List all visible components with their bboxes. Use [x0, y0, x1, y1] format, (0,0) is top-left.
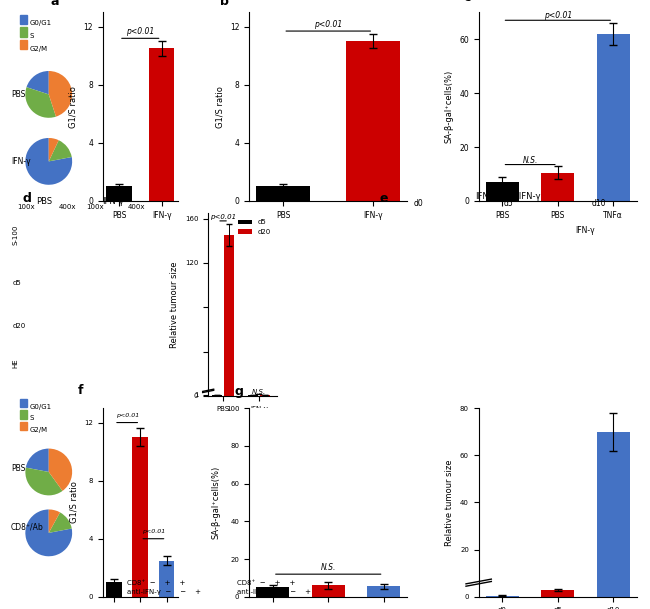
Bar [486, 596, 519, 597]
Text: d5: d5 [504, 199, 514, 208]
Text: CD8⁺/Ab: CD8⁺/Ab [11, 523, 44, 531]
Text: N.S.: N.S. [252, 389, 266, 395]
Text: anti-IFN-γ  −    −    +: anti-IFN-γ − − + [127, 589, 201, 595]
Wedge shape [49, 512, 72, 533]
Text: e: e [380, 192, 388, 205]
Text: f: f [77, 384, 83, 396]
Text: d20: d20 [12, 323, 26, 329]
Bar [367, 586, 400, 597]
Bar [311, 585, 345, 597]
Text: anti-IFN-γ  −    −    +: anti-IFN-γ − − + [237, 589, 311, 595]
Y-axis label: SA-β-gal⁺cells(%): SA-β-gal⁺cells(%) [211, 466, 220, 539]
Bar [597, 33, 630, 201]
Text: 100x: 100x [18, 205, 35, 211]
Bar [259, 395, 270, 396]
Bar [20, 399, 27, 407]
Text: S: S [30, 33, 34, 39]
Y-axis label: Relative tumour size: Relative tumour size [170, 261, 179, 348]
Text: N.S.: N.S. [523, 157, 538, 165]
Text: CD8⁺  −    +    +: CD8⁺ − + + [127, 580, 185, 586]
Text: S-100: S-100 [12, 225, 19, 245]
Wedge shape [25, 87, 56, 118]
Text: G0/G1: G0/G1 [30, 20, 52, 26]
Bar [541, 173, 575, 201]
Wedge shape [27, 71, 49, 94]
Bar [20, 27, 27, 37]
Text: g: g [234, 385, 243, 398]
Text: d5: d5 [12, 280, 21, 286]
Text: 400x: 400x [127, 205, 145, 211]
Text: IFN-γ: IFN-γ [11, 157, 31, 166]
Text: p<0.01: p<0.01 [126, 27, 155, 36]
Text: b: b [220, 0, 229, 8]
Text: 400x: 400x [58, 205, 76, 211]
Y-axis label: Relative tumour size: Relative tumour size [445, 459, 454, 546]
Text: HE: HE [12, 358, 19, 368]
Wedge shape [49, 140, 72, 161]
Bar [106, 582, 122, 597]
Bar [597, 432, 630, 597]
Y-axis label: SA-β-gal⁺cells(%): SA-β-gal⁺cells(%) [445, 70, 454, 143]
Text: a: a [51, 0, 59, 8]
Bar [486, 182, 519, 201]
Bar [133, 437, 148, 597]
Wedge shape [25, 510, 72, 556]
Bar [212, 395, 222, 396]
Text: p<0.01: p<0.01 [543, 10, 572, 19]
Text: PBS: PBS [36, 197, 52, 206]
Text: PBS: PBS [11, 465, 25, 473]
Text: d: d [22, 192, 31, 205]
Text: G0/G1: G0/G1 [30, 404, 52, 410]
Text: p<0.01: p<0.01 [210, 214, 236, 220]
Text: CD8⁺  −    +    +: CD8⁺ − + + [237, 580, 296, 586]
Legend: d5, d20: d5, d20 [235, 217, 273, 238]
Bar [224, 235, 234, 396]
Text: p<0.01: p<0.01 [314, 19, 343, 29]
Wedge shape [49, 510, 60, 533]
Y-axis label: G1/S ratio: G1/S ratio [70, 482, 79, 523]
Text: 100x: 100x [86, 205, 104, 211]
Text: S: S [30, 415, 34, 421]
Bar [20, 40, 27, 49]
Text: N.S.: N.S. [320, 563, 336, 572]
Text: p<0.01: p<0.01 [142, 529, 165, 534]
Wedge shape [25, 468, 62, 495]
Text: p<0.01: p<0.01 [116, 413, 139, 418]
Text: G2/M: G2/M [30, 427, 48, 433]
Bar [541, 590, 575, 597]
Text: G2/M: G2/M [30, 46, 48, 52]
Text: d0: d0 [413, 199, 423, 208]
Text: PBS: PBS [11, 90, 25, 99]
Bar [20, 15, 27, 24]
Wedge shape [26, 449, 49, 472]
Bar [346, 41, 400, 201]
Bar [149, 49, 174, 201]
Text: IFN-γ: IFN-γ [576, 227, 595, 235]
Text: d10: d10 [591, 199, 606, 208]
Bar [256, 587, 289, 597]
Wedge shape [49, 138, 58, 161]
Wedge shape [49, 449, 72, 491]
Wedge shape [49, 71, 72, 117]
Bar [20, 422, 27, 431]
Text: IFN-γ/anti-IFN-γ: IFN-γ/anti-IFN-γ [476, 192, 541, 200]
Wedge shape [25, 138, 72, 185]
Y-axis label: G1/S ratio: G1/S ratio [215, 86, 224, 127]
Bar [256, 186, 310, 201]
Bar [248, 395, 258, 396]
Bar [159, 560, 174, 597]
Text: c: c [463, 0, 471, 4]
Bar [20, 410, 27, 419]
Text: IFN-γ: IFN-γ [102, 197, 124, 206]
Y-axis label: G1/S ratio: G1/S ratio [69, 86, 78, 127]
Bar [106, 186, 132, 201]
